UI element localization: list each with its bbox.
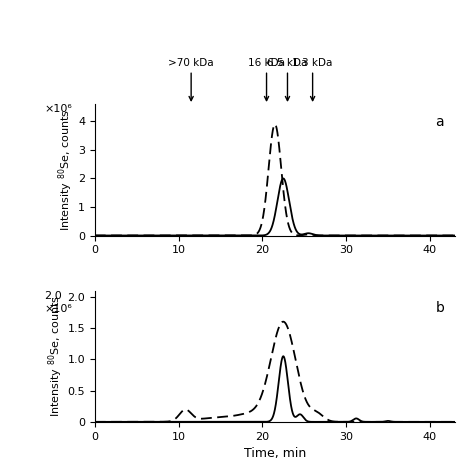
Text: ×10⁶: ×10⁶ bbox=[45, 304, 72, 314]
Y-axis label: Intensity $^{80}$Se, counts: Intensity $^{80}$Se, counts bbox=[46, 295, 64, 417]
Text: b: b bbox=[435, 301, 444, 315]
Text: 16 kDa: 16 kDa bbox=[248, 57, 285, 100]
Text: 1.3 kDa: 1.3 kDa bbox=[292, 57, 333, 100]
Text: a: a bbox=[436, 115, 444, 129]
Text: >70 kDa: >70 kDa bbox=[168, 57, 214, 100]
Text: 6.5 kDa: 6.5 kDa bbox=[267, 57, 308, 100]
Text: 2.0: 2.0 bbox=[45, 291, 62, 301]
Text: ×10⁶: ×10⁶ bbox=[45, 104, 72, 114]
X-axis label: Time, min: Time, min bbox=[244, 447, 306, 460]
Y-axis label: Intensity $^{80}$Se, counts: Intensity $^{80}$Se, counts bbox=[56, 109, 75, 231]
